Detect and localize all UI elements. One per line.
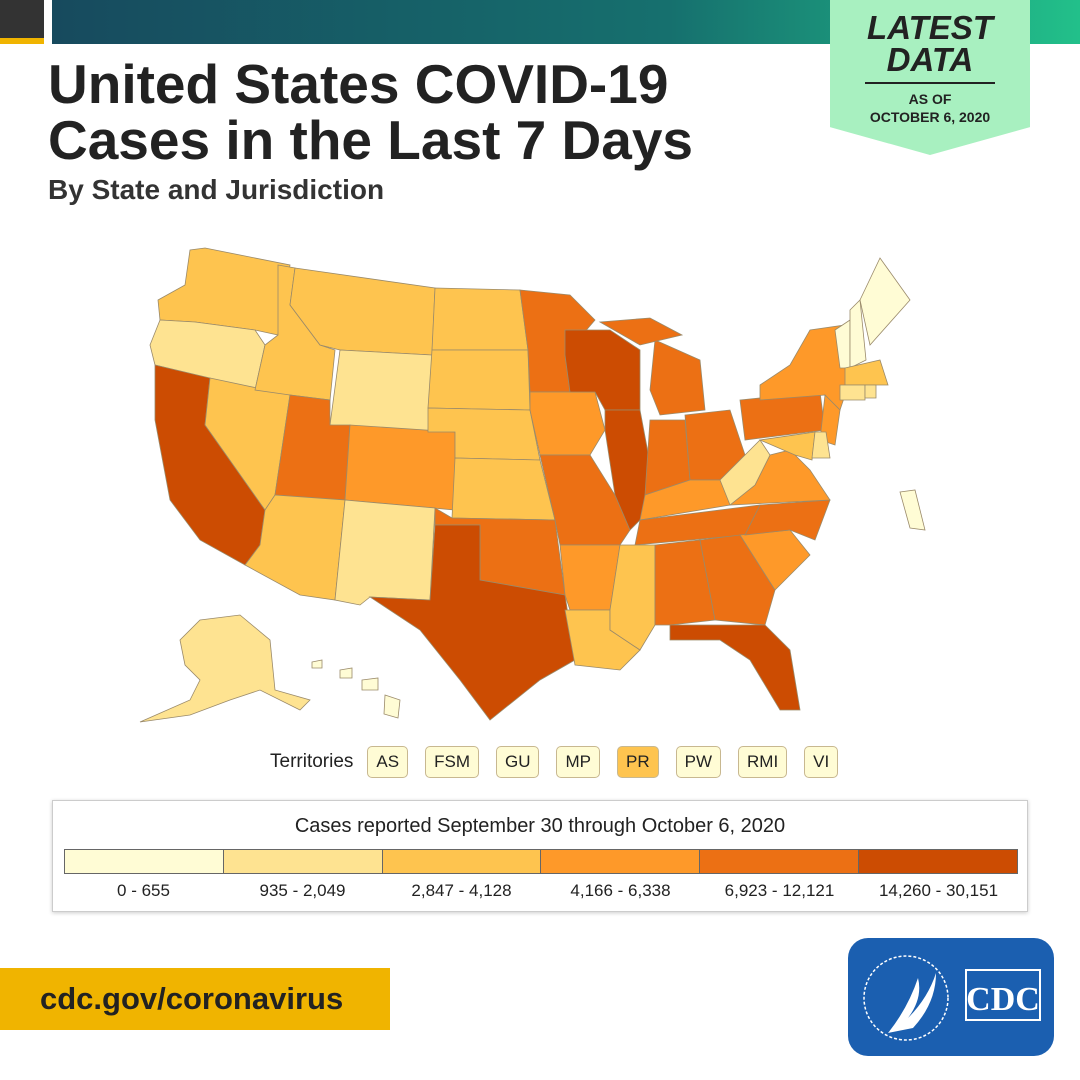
title-line2: Cases in the Last 7 Days <box>48 109 694 171</box>
legend-bin-label: 2,847 - 4,128 <box>411 881 512 900</box>
territory-gu[interactable]: GU <box>495 746 540 778</box>
badge-line1: LATEST <box>867 9 993 46</box>
state-ga[interactable] <box>699 534 776 626</box>
legend-title: Cases reported September 30 through Octo… <box>294 815 786 837</box>
state-mo[interactable] <box>539 454 631 546</box>
state-co[interactable] <box>344 424 456 511</box>
legend-bin-label: 935 - 2,049 <box>259 881 346 900</box>
state-hi[interactable] <box>383 694 401 719</box>
latest-data-badge: LATEST DATA AS OF OCTOBER 6, 2020 <box>830 0 1030 155</box>
state-mi[interactable] <box>649 339 706 416</box>
legend-swatch <box>541 850 701 873</box>
state-tx[interactable] <box>368 524 576 721</box>
state-nh[interactable] <box>849 299 867 369</box>
state-ct[interactable] <box>839 384 866 401</box>
state-mi[interactable] <box>598 317 684 346</box>
territory-as[interactable]: AS <box>367 746 409 778</box>
hhs-eagle-icon: CDC <box>863 955 1041 1041</box>
title-line1: United States COVID-19 <box>48 53 669 115</box>
badge-divider <box>865 82 995 84</box>
cdc-logo: CDC <box>848 938 1054 1056</box>
territory-rmi[interactable]: RMI <box>738 746 788 778</box>
state-ar[interactable] <box>559 544 621 611</box>
legend-swatch <box>859 850 1017 873</box>
territory-vi[interactable]: VI <box>804 746 839 778</box>
territory-fsm[interactable]: FSM <box>425 746 479 778</box>
page-title: United States COVID-19 Cases in the Last… <box>48 56 693 168</box>
state-hi[interactable] <box>311 659 323 669</box>
state-ma[interactable] <box>844 359 889 386</box>
corner-accent <box>0 38 44 44</box>
state-wv[interactable] <box>719 439 771 506</box>
legend-bin-label: 0 - 655 <box>117 881 170 900</box>
corner-block <box>0 0 44 38</box>
state-de[interactable] <box>811 431 831 459</box>
legend-bin-label: 6,923 - 12,121 <box>724 881 835 900</box>
state-ia[interactable] <box>529 391 606 456</box>
state-me[interactable] <box>859 257 911 346</box>
territory-mp[interactable]: MP <box>556 746 600 778</box>
state-al[interactable] <box>654 539 716 626</box>
state-ak[interactable] <box>139 614 311 723</box>
state-hi[interactable] <box>361 677 379 691</box>
state-il[interactable] <box>604 409 656 531</box>
legend-swatch <box>382 850 542 873</box>
state-ri[interactable] <box>864 384 877 399</box>
legend-swatch <box>223 850 383 873</box>
state-nm[interactable] <box>334 499 436 606</box>
legend-bin-label: 14,260 - 30,151 <box>878 881 999 900</box>
legend-swatch <box>65 850 224 873</box>
state-hi[interactable] <box>339 667 353 679</box>
state-ks[interactable] <box>451 457 556 521</box>
badge-date: OCTOBER 6, 2020 <box>869 109 991 125</box>
website-link[interactable]: cdc.gov/coronavirus <box>0 968 390 1030</box>
state-wy[interactable] <box>329 349 433 436</box>
legend-swatch <box>700 850 860 873</box>
state-md[interactable] <box>758 431 816 461</box>
legend-bin-label: 4,166 - 6,338 <box>570 881 671 900</box>
territory-pr[interactable]: PR <box>616 746 659 778</box>
legend-color-bar <box>64 849 1018 874</box>
badge-line3: AS OF <box>908 91 952 107</box>
territories-label: Territories <box>270 751 354 772</box>
state-nd[interactable] <box>431 287 529 351</box>
map-legend: Cases reported September 30 through Octo… <box>52 800 1028 912</box>
cdc-wordmark: CDC <box>966 981 1040 1018</box>
territory-pw[interactable]: PW <box>675 746 721 778</box>
state-sd[interactable] <box>427 349 531 411</box>
page-subtitle: By State and Jurisdiction <box>48 174 385 205</box>
badge-line2: DATA <box>886 41 974 78</box>
territories-row: Territories AS FSM GU MP PR PW RMI VI <box>270 746 855 778</box>
state-nc[interactable] <box>744 499 831 541</box>
state-fl[interactable] <box>669 624 801 711</box>
state-dc[interactable] <box>899 489 926 531</box>
